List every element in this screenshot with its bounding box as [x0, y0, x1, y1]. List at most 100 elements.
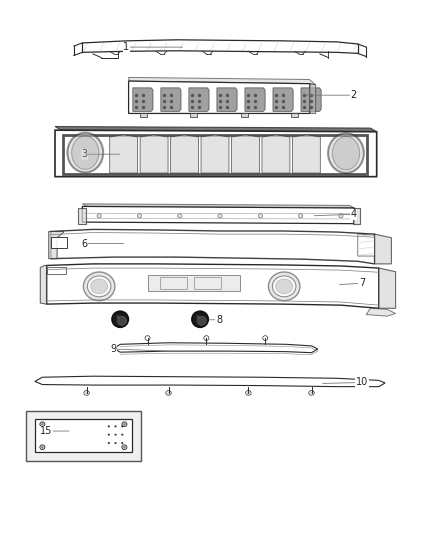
- Text: 10: 10: [356, 377, 368, 387]
- Polygon shape: [170, 135, 198, 173]
- Text: 7: 7: [359, 278, 365, 288]
- Bar: [78, 208, 86, 224]
- Ellipse shape: [83, 272, 115, 301]
- Ellipse shape: [268, 272, 300, 301]
- Polygon shape: [55, 130, 377, 176]
- Ellipse shape: [85, 392, 88, 394]
- Ellipse shape: [332, 136, 360, 170]
- Ellipse shape: [112, 311, 128, 327]
- Ellipse shape: [299, 214, 303, 218]
- Ellipse shape: [258, 214, 262, 218]
- Ellipse shape: [121, 442, 124, 444]
- Ellipse shape: [123, 423, 126, 425]
- Ellipse shape: [41, 446, 44, 449]
- Polygon shape: [114, 343, 318, 353]
- Ellipse shape: [40, 422, 45, 426]
- Text: 15: 15: [40, 426, 53, 436]
- Bar: [63, 135, 367, 174]
- Ellipse shape: [167, 392, 170, 394]
- Polygon shape: [110, 135, 138, 173]
- Ellipse shape: [122, 445, 127, 449]
- Ellipse shape: [196, 315, 200, 318]
- Polygon shape: [273, 88, 293, 111]
- Ellipse shape: [166, 391, 171, 395]
- Ellipse shape: [192, 311, 208, 327]
- Polygon shape: [245, 88, 265, 111]
- Bar: [46, 266, 66, 274]
- Ellipse shape: [123, 446, 126, 449]
- Ellipse shape: [197, 317, 206, 325]
- Polygon shape: [293, 135, 320, 173]
- Polygon shape: [129, 81, 310, 114]
- Ellipse shape: [114, 434, 117, 436]
- Ellipse shape: [121, 434, 124, 436]
- Ellipse shape: [91, 279, 108, 294]
- Polygon shape: [55, 126, 377, 132]
- Ellipse shape: [40, 445, 45, 449]
- Ellipse shape: [108, 434, 110, 436]
- Bar: [148, 276, 240, 291]
- Polygon shape: [133, 88, 153, 111]
- Ellipse shape: [263, 336, 268, 341]
- Ellipse shape: [204, 336, 209, 341]
- Bar: [51, 237, 67, 248]
- Ellipse shape: [121, 425, 124, 427]
- Ellipse shape: [114, 425, 117, 427]
- Polygon shape: [140, 135, 168, 173]
- Ellipse shape: [84, 391, 89, 395]
- Polygon shape: [161, 88, 181, 111]
- Polygon shape: [366, 308, 396, 316]
- Ellipse shape: [178, 214, 182, 218]
- Polygon shape: [40, 265, 46, 304]
- Bar: [291, 114, 298, 117]
- Bar: [191, 114, 197, 117]
- Text: 2: 2: [350, 90, 357, 100]
- Bar: [25, 410, 141, 461]
- Ellipse shape: [145, 336, 150, 341]
- Ellipse shape: [72, 136, 99, 169]
- Ellipse shape: [276, 279, 293, 294]
- Ellipse shape: [117, 315, 120, 318]
- Ellipse shape: [122, 422, 127, 426]
- Bar: [35, 419, 132, 453]
- Ellipse shape: [246, 391, 251, 395]
- Text: 1: 1: [124, 42, 130, 52]
- Text: 3: 3: [81, 149, 88, 159]
- Polygon shape: [82, 204, 354, 208]
- Polygon shape: [374, 234, 392, 264]
- Polygon shape: [310, 84, 316, 114]
- Ellipse shape: [97, 214, 101, 218]
- Text: 4: 4: [350, 209, 357, 219]
- Ellipse shape: [108, 442, 110, 444]
- Polygon shape: [51, 229, 374, 264]
- Ellipse shape: [328, 133, 364, 173]
- Text: 6: 6: [81, 238, 88, 248]
- Polygon shape: [232, 135, 259, 173]
- Polygon shape: [49, 231, 64, 259]
- Polygon shape: [189, 88, 209, 111]
- Polygon shape: [301, 88, 321, 111]
- Text: 9: 9: [111, 344, 117, 354]
- Ellipse shape: [67, 133, 103, 173]
- Polygon shape: [217, 88, 237, 111]
- Polygon shape: [129, 77, 316, 85]
- Polygon shape: [379, 268, 396, 308]
- Ellipse shape: [138, 214, 141, 218]
- Bar: [353, 208, 360, 224]
- Polygon shape: [35, 376, 385, 386]
- Polygon shape: [358, 234, 374, 256]
- Ellipse shape: [339, 214, 343, 218]
- Ellipse shape: [247, 392, 250, 394]
- Ellipse shape: [108, 425, 110, 427]
- Bar: [160, 277, 187, 289]
- Bar: [194, 277, 221, 289]
- Polygon shape: [262, 135, 290, 173]
- Ellipse shape: [41, 423, 44, 425]
- Ellipse shape: [218, 214, 222, 218]
- Ellipse shape: [114, 442, 117, 444]
- Polygon shape: [201, 135, 229, 173]
- Bar: [241, 114, 247, 117]
- Ellipse shape: [272, 276, 296, 297]
- Polygon shape: [46, 264, 379, 308]
- Ellipse shape: [117, 317, 127, 325]
